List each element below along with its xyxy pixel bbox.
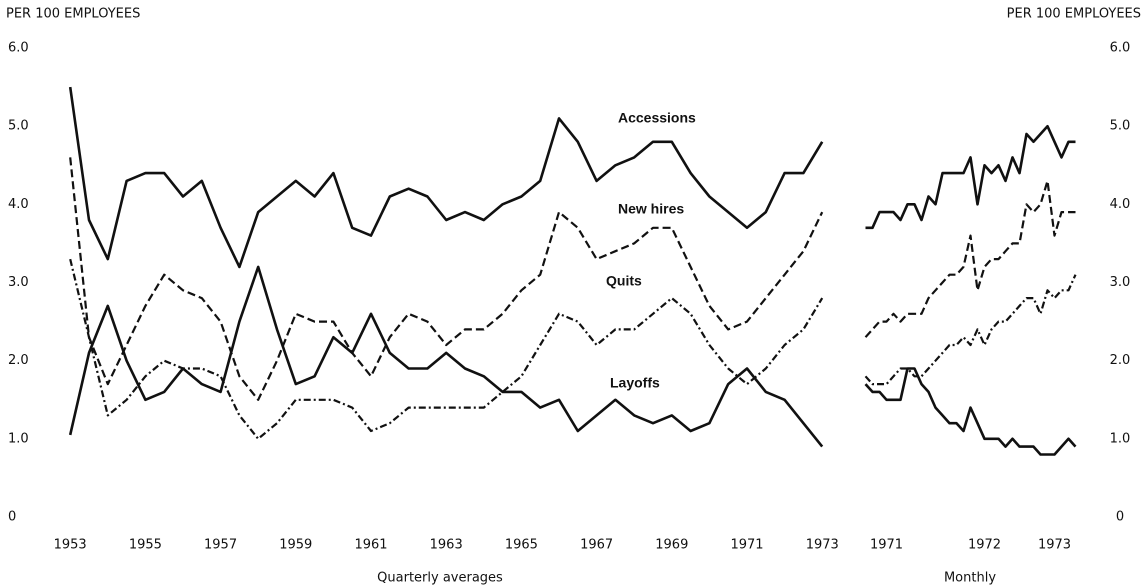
y-tick-label: 3.0 [1110,275,1131,290]
x-tick-label: 1973 [1038,538,1071,553]
y-tick-label: 6.0 [1110,41,1131,56]
y-tick-label: 4.0 [1110,197,1131,212]
series-line [68,86,824,269]
x-tick-label: 1967 [580,538,613,553]
x-tick-label: 1971 [870,538,903,553]
x-tick-label: 1963 [430,538,463,553]
series-line [864,367,1077,456]
x-tick-label: 1959 [279,538,312,553]
series-label: New hires [618,201,684,217]
series-line [864,274,1077,386]
y-tick-label: 5.0 [8,119,29,134]
x-tick-label: 1955 [129,538,162,553]
y-tick-label: 2.0 [8,353,29,368]
y-axis-title: PER 100 EMPLOYEES [1007,7,1141,22]
series-line [865,124,1076,230]
x-tick-label: 1957 [204,538,237,553]
x-tick-label: 1961 [354,538,387,553]
x-tick-label: 1953 [54,538,87,553]
y-tick-label: 3.0 [8,275,29,290]
series-line [69,258,824,440]
series-line [864,179,1076,338]
series-line [68,265,824,448]
y-tick-label: 1.0 [1110,431,1131,446]
x-tick-label: 1971 [730,538,763,553]
y-tick-label: 0 [1116,510,1124,525]
x-axis-title: Monthly [944,571,996,586]
y-tick-label: 1.0 [8,431,29,446]
series-label: Accessions [618,110,696,126]
x-tick-label: 1972 [968,538,1001,553]
series-label: Layoffs [610,375,660,391]
y-tick-label: 4.0 [8,197,29,212]
x-tick-label: 1973 [806,538,839,553]
series-line [69,157,824,401]
y-tick-label: 0 [8,510,16,525]
x-tick-label: 1965 [505,538,538,553]
x-tick-label: 1969 [655,538,688,553]
y-axis-title: PER 100 EMPLOYEES [6,7,140,22]
y-tick-label: 2.0 [1110,353,1131,368]
y-tick-label: 6.0 [8,41,29,56]
series-label: Quits [606,273,642,289]
x-axis-title: Quarterly averages [377,571,503,586]
y-tick-label: 5.0 [1110,119,1131,134]
